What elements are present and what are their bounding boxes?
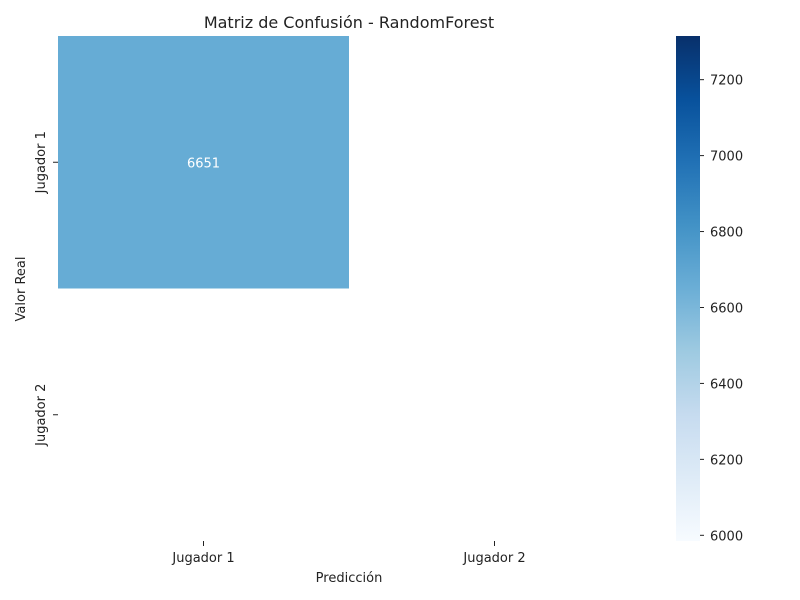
colorbar-tick-label: 6800 bbox=[710, 226, 743, 241]
y-tick-label: Jugador 2 bbox=[34, 384, 49, 447]
colorbar-tick-label: 6600 bbox=[710, 301, 743, 316]
y-axis: Jugador 1 Jugador 2 bbox=[34, 131, 58, 447]
y-axis-label: Valor Real bbox=[14, 257, 29, 322]
colorbar-tick-label: 7200 bbox=[710, 74, 743, 89]
y-tick-label: Jugador 1 bbox=[34, 131, 49, 194]
colorbar-tick-label: 7000 bbox=[710, 150, 743, 165]
colorbar-tick-label: 6000 bbox=[710, 529, 743, 544]
cell-value-label: 6651 bbox=[187, 156, 220, 171]
x-tick-label: Jugador 1 bbox=[171, 551, 234, 566]
x-axis: Jugador 1 Jugador 2 bbox=[171, 541, 526, 566]
heatmap-cells: 6651 bbox=[58, 36, 349, 289]
chart-title: Matriz de Confusión - RandomForest bbox=[204, 13, 494, 32]
x-axis-label: Predicción bbox=[316, 571, 383, 586]
heatmap-cell bbox=[58, 36, 349, 289]
colorbar-tick-label: 6200 bbox=[710, 453, 743, 468]
colorbar-tick-label: 6400 bbox=[710, 377, 743, 392]
colorbar: 6000 6200 6400 6600 6800 7000 7200 bbox=[676, 36, 743, 544]
x-tick-label: Jugador 2 bbox=[462, 551, 525, 566]
colorbar-gradient bbox=[676, 36, 700, 541]
colorbar-ticks: 6000 6200 6400 6600 6800 7000 7200 bbox=[700, 74, 743, 544]
